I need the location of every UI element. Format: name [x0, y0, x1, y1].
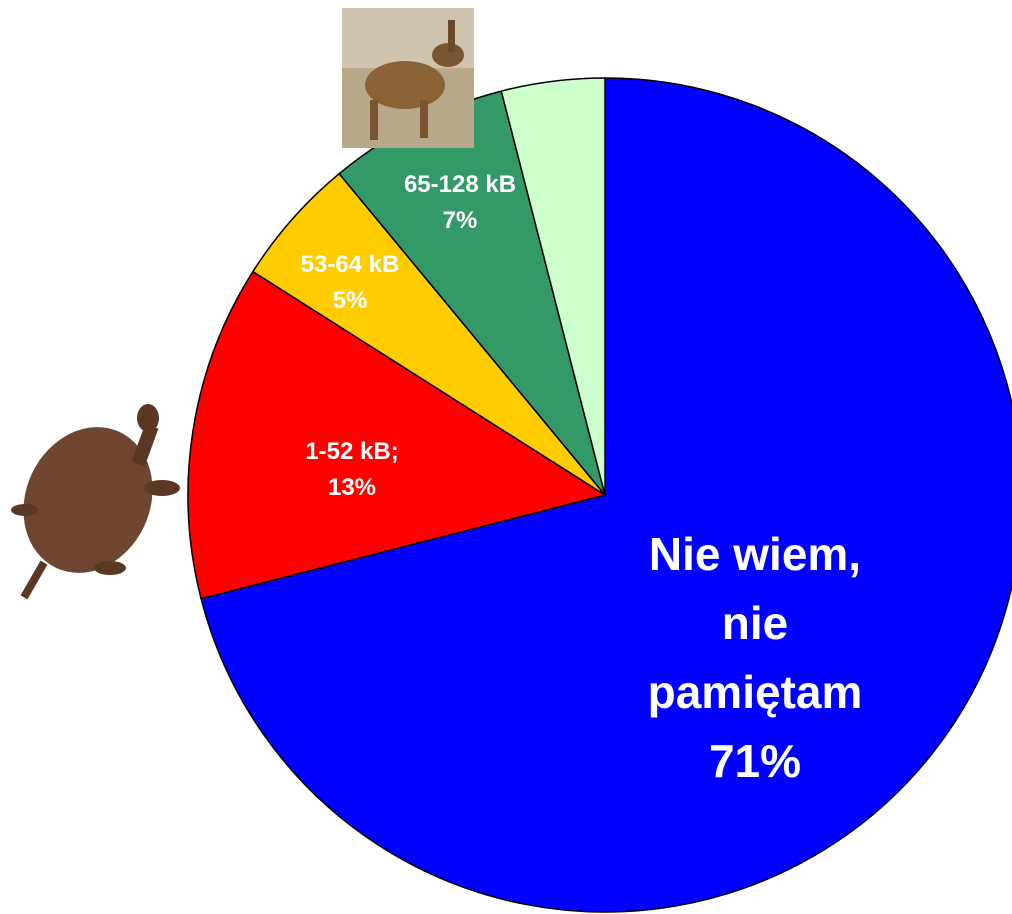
slice-value: 71%: [708, 735, 802, 787]
turtle-picture: [11, 404, 180, 600]
pie-slice: [187, 270, 607, 600]
pie-slice: [200, 77, 1012, 913]
slice-label: 1-52 kB; 13%: [305, 434, 398, 506]
slice-category: Nie wiem, nie pamiętam: [647, 528, 863, 718]
pie-slice: [500, 77, 606, 496]
slice-value: 13%: [327, 474, 377, 501]
slice-label: 65-128 kB 7%: [404, 167, 516, 239]
slice-value: 5%: [332, 287, 368, 314]
slice-label: 53-64 kB 5%: [301, 247, 400, 319]
slice-category: 65-128 kB: [403, 171, 517, 198]
hare-picture: [342, 8, 474, 148]
slice-value: 7%: [442, 207, 478, 234]
slice-category: 1-52 kB;: [305, 438, 399, 465]
slice-category: 53-64 kB: [300, 251, 400, 278]
slice-label: Nie wiem, nie pamiętam 71%: [648, 520, 863, 796]
